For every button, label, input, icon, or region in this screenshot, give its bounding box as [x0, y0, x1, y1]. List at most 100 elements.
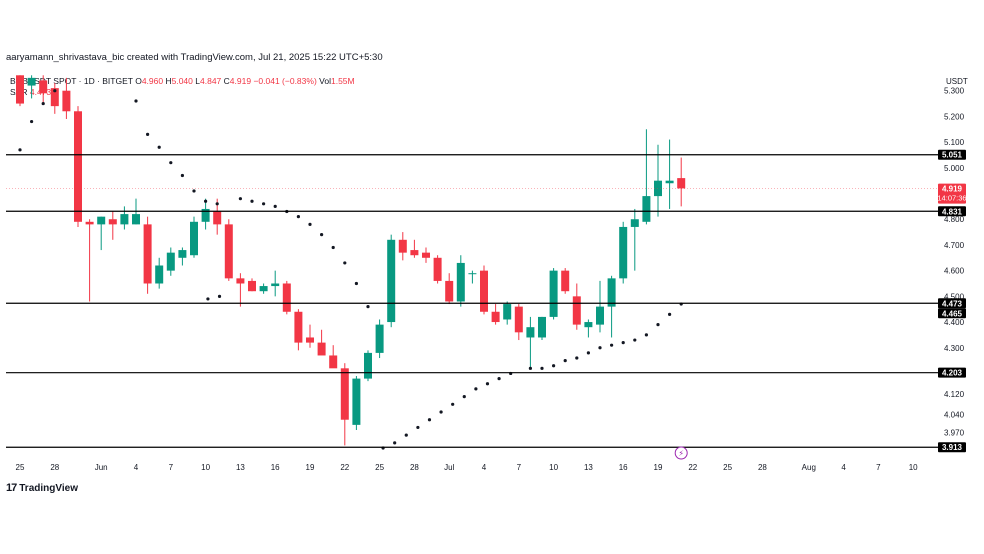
candle[interactable]	[201, 198, 210, 230]
candle[interactable]	[120, 206, 129, 230]
candle[interactable]	[642, 129, 651, 225]
tradingview-logo[interactable]: 17 TradingView	[6, 482, 78, 494]
extra-tag: 4.465	[942, 309, 963, 318]
candle[interactable]	[74, 106, 82, 227]
candle[interactable]	[155, 257, 164, 289]
candle[interactable]	[561, 268, 570, 294]
candle[interactable]	[596, 280, 604, 333]
candle[interactable]	[422, 247, 430, 263]
candle[interactable]	[619, 221, 628, 284]
candle-body	[364, 352, 372, 379]
y-tick-label: 4.600	[944, 267, 965, 276]
candle[interactable]	[387, 234, 396, 328]
x-tick-label: 7	[517, 463, 522, 472]
event-marker[interactable]	[674, 446, 688, 460]
candle-body	[491, 311, 500, 323]
candle-body	[642, 196, 651, 222]
candle[interactable]	[259, 283, 268, 294]
candle[interactable]	[108, 211, 117, 240]
level-tag: 4.473	[942, 299, 963, 308]
sar-dot	[180, 173, 184, 178]
candle[interactable]	[143, 216, 152, 294]
sar-dot	[343, 261, 347, 265]
y-tick-label: 4.500	[944, 292, 965, 301]
candle[interactable]	[468, 270, 477, 284]
candle[interactable]	[503, 301, 512, 325]
candle[interactable]	[16, 75, 24, 107]
sar-dot	[18, 148, 22, 152]
candle[interactable]	[665, 139, 674, 209]
candle[interactable]	[445, 273, 454, 305]
candle[interactable]	[236, 273, 245, 307]
candle[interactable]	[456, 255, 465, 307]
y-tick-label: 4.800	[944, 215, 965, 224]
legend-symbol[interactable]: BGBUSDT SPOT · 1D · BITGET	[10, 76, 133, 86]
candle[interactable]	[584, 319, 593, 338]
last-price-tag-bg	[938, 183, 966, 204]
candle[interactable]	[375, 319, 384, 359]
candle[interactable]	[538, 316, 546, 341]
candle[interactable]	[27, 75, 36, 99]
price-tags: 5.051 4.831 4.473 4.203 3.913 4.465 4.91914:07…	[937, 149, 967, 453]
x-tick-label: 28	[50, 463, 59, 472]
sar-dot	[146, 132, 150, 137]
candle[interactable]	[97, 216, 106, 251]
candle[interactable]	[271, 270, 280, 297]
candle[interactable]	[398, 232, 407, 261]
candle[interactable]	[433, 255, 442, 284]
candle[interactable]	[352, 376, 361, 431]
candle-body	[97, 216, 106, 225]
candle-body	[190, 221, 198, 256]
candle[interactable]	[677, 157, 686, 207]
candle[interactable]	[549, 268, 558, 320]
candle[interactable]	[329, 345, 338, 369]
sar-dot	[308, 222, 312, 226]
sar-dot	[41, 101, 45, 106]
sar-dot	[30, 119, 34, 124]
candle[interactable]	[166, 247, 175, 276]
sar-dot	[485, 382, 490, 386]
candle[interactable]	[480, 265, 488, 315]
candle[interactable]	[50, 83, 59, 114]
candle[interactable]	[282, 280, 291, 315]
candle[interactable]	[224, 219, 233, 281]
x-tick-label: Aug	[802, 463, 816, 472]
sar-dot	[563, 359, 567, 363]
candle[interactable]	[85, 219, 94, 302]
candle-body	[456, 262, 465, 302]
candle[interactable]	[306, 324, 314, 348]
candle[interactable]	[607, 275, 616, 338]
candle[interactable]	[526, 316, 535, 369]
legend-high: H5.040	[165, 76, 193, 86]
x-tick-label: 4	[134, 463, 139, 472]
legend-close: C4.919	[223, 76, 252, 86]
candle[interactable]	[178, 247, 187, 266]
candle[interactable]	[248, 278, 256, 292]
tradingview-logo-text: TradingView	[19, 482, 78, 494]
candle-body	[271, 283, 280, 287]
candle[interactable]	[364, 350, 372, 382]
candle-body	[665, 180, 674, 184]
candle[interactable]	[39, 75, 48, 104]
candle[interactable]	[190, 216, 198, 258]
sar-dot	[451, 402, 455, 406]
candle[interactable]	[654, 144, 662, 217]
sar-dot	[644, 333, 649, 337]
candle[interactable]	[491, 304, 500, 325]
candle[interactable]	[572, 283, 581, 330]
candle[interactable]	[294, 309, 303, 351]
candle-body	[50, 88, 59, 107]
candle-body	[143, 224, 152, 284]
y-tick-label: 4.400	[944, 318, 965, 327]
level-tag: 4.203	[942, 369, 963, 378]
candle[interactable]	[514, 304, 523, 341]
candle[interactable]	[630, 208, 639, 271]
candle[interactable]	[317, 329, 326, 356]
candle[interactable]	[410, 239, 419, 258]
x-tick-label: Jul	[444, 463, 454, 472]
candle[interactable]	[62, 77, 71, 119]
sar-dot	[552, 364, 556, 368]
candle[interactable]	[340, 363, 349, 446]
sar-dot	[262, 202, 266, 206]
